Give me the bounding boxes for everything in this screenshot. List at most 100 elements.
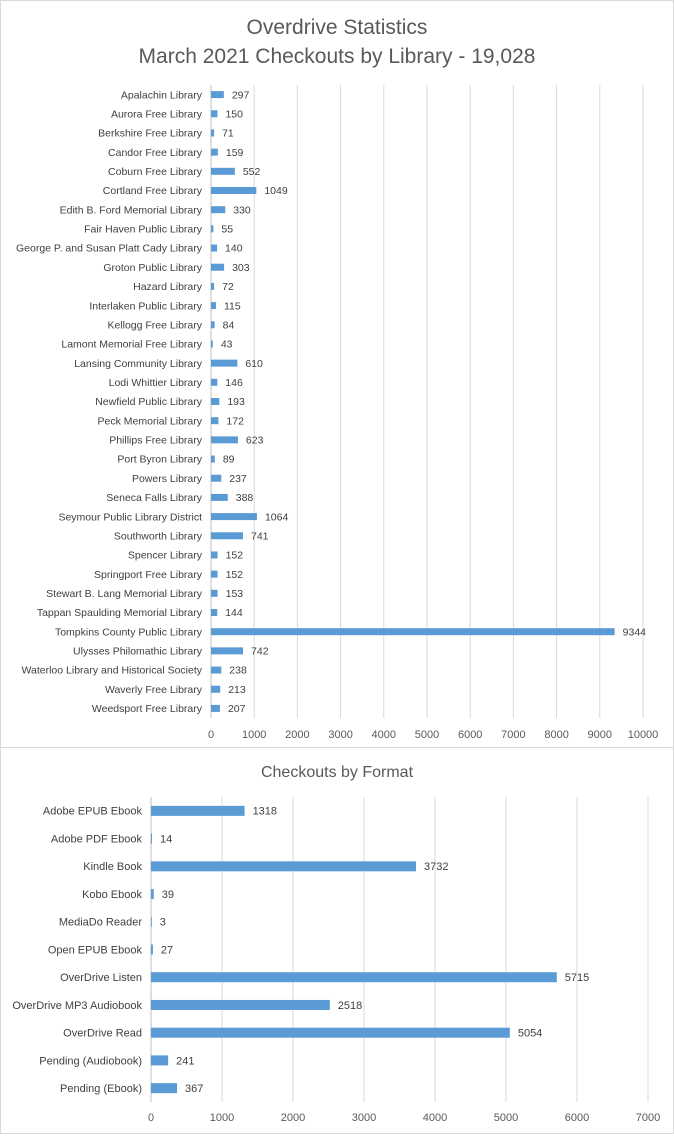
data-label: 159 [226,147,244,159]
category-label: Lansing Community Library [74,358,203,370]
bar [211,302,216,310]
category-label: Open EPUB Ebook [48,944,143,956]
x-tick-label: 2000 [285,729,309,741]
bar [211,110,218,118]
data-label: 5715 [565,972,589,984]
category-label: Waverly Free Library [105,684,203,696]
category-label: Adobe EPUB Ebook [43,806,143,818]
category-label: Kellogg Free Library [107,319,202,331]
bar [211,570,218,578]
bar [211,589,218,597]
library-chart-title: Overdrive Statistics [247,16,428,39]
data-label: 213 [228,684,246,696]
format-chart-frame [0,747,674,1134]
bar [211,91,224,99]
data-label: 27 [161,944,173,956]
bar [211,436,238,444]
data-label: 742 [251,646,269,658]
bar [211,167,235,175]
data-label: 1318 [253,806,277,818]
x-tick-label: 7000 [501,729,525,741]
bar [211,666,222,674]
category-label: Hazard Library [133,281,203,293]
bar [211,225,214,233]
data-label: 72 [222,281,234,293]
bar [151,805,245,816]
bar [151,861,416,872]
data-label: 207 [228,703,246,715]
category-label: Stewart B. Lang Memorial Library [46,588,203,600]
bar [211,244,218,252]
category-label: Berkshire Free Library [98,128,203,140]
data-label: 2518 [338,1000,362,1012]
bar [151,833,152,844]
x-tick-label: 4000 [372,729,396,741]
category-label: OverDrive Listen [60,972,142,984]
bar [151,944,153,955]
category-label: Candor Free Library [108,147,203,159]
library-chart-subtitle: March 2021 Checkouts by Library - 19,028 [139,45,536,68]
data-label: 388 [236,492,254,504]
category-label: Tompkins County Public Library [55,626,203,638]
data-label: 152 [226,569,244,581]
data-label: 330 [233,204,251,216]
data-label: 610 [245,358,263,370]
data-label: 1049 [264,185,288,197]
bar [211,206,226,214]
bar [211,647,244,655]
x-tick-label: 10000 [628,729,659,741]
data-label: 303 [232,262,250,274]
data-label: 153 [226,588,244,600]
bar [211,148,218,156]
bar [211,263,225,271]
bar [211,398,220,405]
data-label: 241 [176,1055,194,1067]
bar [211,417,219,425]
format-chart: Checkouts by Format 0 1000 2000 3000 4000 500… [12,764,660,1124]
category-label: Edith B. Ford Memorial Library [60,204,203,216]
category-label: MediaDo Reader [59,917,142,929]
data-label: 5054 [518,1028,542,1040]
data-label: 150 [225,108,243,120]
bar [211,685,221,693]
bar [211,532,244,540]
x-tick-label: 9000 [588,729,612,741]
data-label: 146 [225,377,243,389]
category-label: Newfield Public Library [95,396,203,408]
data-label: 172 [226,415,244,427]
category-label: Spencer Library [128,550,203,562]
bar [151,916,152,927]
category-label: Pending (Audiobook) [39,1055,142,1067]
bar [151,1055,169,1066]
x-tick-label: 0 [208,729,214,741]
data-label: 238 [229,665,247,677]
bar [151,1083,178,1094]
category-label: Peck Memorial Library [98,415,203,427]
category-label: Kobo Ebook [82,889,142,901]
x-tick-label: 4000 [423,1112,447,1124]
category-label: Lodi Whittier Library [109,377,203,389]
library-chart-frame [0,0,674,748]
data-label: 140 [225,243,243,255]
bar [211,513,257,521]
category-label: Apalachin Library [121,89,203,101]
data-label: 71 [222,128,234,140]
category-label: Southworth Library [114,530,203,542]
data-label: 144 [225,607,243,619]
data-label: 552 [243,166,261,178]
bar [211,359,238,367]
data-label: 115 [224,300,241,312]
category-label: Ulysses Philomathic Library [73,646,203,658]
data-label: 14 [160,833,172,845]
category-label: Powers Library [132,473,203,485]
category-label: Aurora Free Library [111,108,203,120]
category-label: Tappan Spaulding Memorial Library [37,607,203,619]
data-label: 84 [223,319,235,331]
bar [151,999,330,1010]
category-label: OverDrive MP3 Audiobook [12,1000,142,1012]
category-label: Seymour Public Library District [58,511,202,523]
bar [211,474,222,482]
bar [211,129,215,137]
x-tick-label: 6000 [565,1112,589,1124]
data-label: 1064 [265,511,289,523]
